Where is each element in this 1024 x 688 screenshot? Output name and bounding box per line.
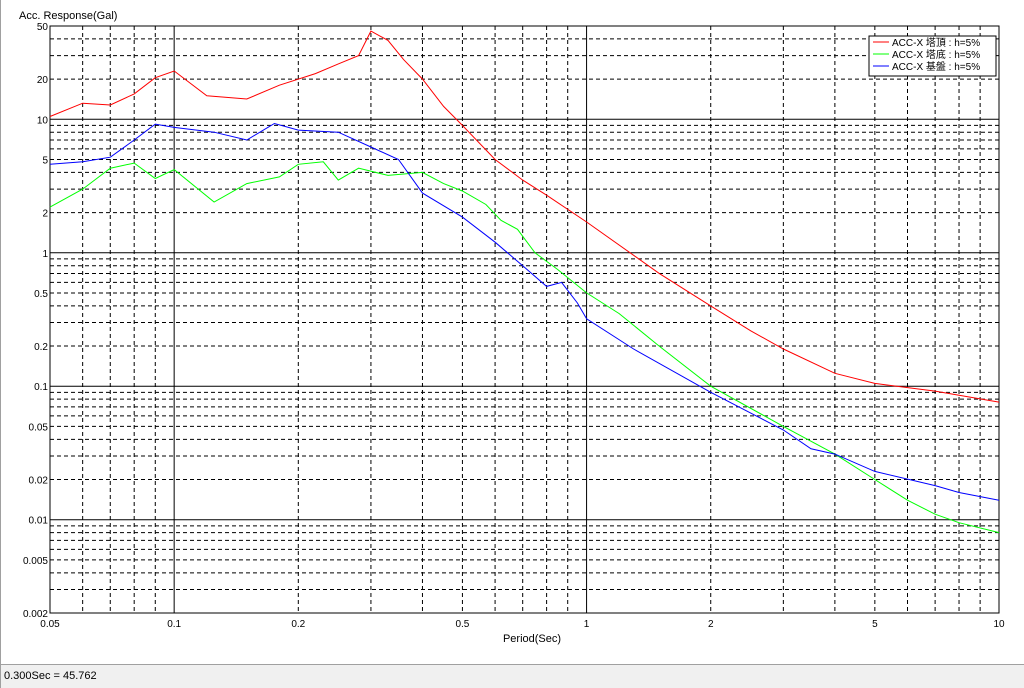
- series-line-1: [49, 30, 1000, 403]
- x-tick-label: 2: [708, 619, 714, 630]
- y-tick-label: 10: [37, 115, 49, 126]
- y-tick-label: 0.5: [34, 289, 48, 300]
- x-tick-label: 10: [993, 619, 1005, 630]
- legend-label-3: ACC-X 基盤 : h=5%: [892, 60, 980, 73]
- series-layer: [49, 30, 1000, 534]
- y-tick-label: 20: [37, 75, 49, 86]
- y-tick-label: 0.02: [29, 476, 49, 487]
- plot-frame: [49, 25, 1000, 614]
- legend-box: [868, 35, 997, 77]
- x-tick-label: 0.05: [40, 619, 60, 630]
- x-tick-label: 5: [872, 619, 878, 630]
- x-tick-label: 0.2: [291, 619, 305, 630]
- status-readout: 0.300Sec = 45.762: [4, 670, 97, 682]
- series-line-3: [49, 122, 1000, 501]
- x-tick-label: 0.1: [167, 619, 181, 630]
- legend-label-2: ACC-X 塔底 : h=5%: [892, 48, 980, 61]
- y-tick-label: 2: [42, 209, 48, 220]
- y-tick-label: 0.005: [23, 556, 48, 567]
- grid-layer: [49, 25, 1000, 614]
- status-bar: 0.300Sec = 45.762: [1, 664, 1024, 688]
- y-tick-label: 1: [42, 249, 48, 260]
- axis-layer: Acc. Response(Gal) Period(Sec) 0.05 0.1 0.…: [19, 10, 1005, 645]
- legend: ACC-X 塔頂 : h=5%ACC-X 塔底 : h=5%ACC-X 基盤 :…: [868, 35, 997, 77]
- y-tick-label: 5: [42, 155, 48, 166]
- legend-label-1: ACC-X 塔頂 : h=5%: [892, 36, 980, 49]
- x-tick-label: 0.5: [455, 619, 469, 630]
- y-tick-label: 50: [37, 22, 49, 33]
- series-line-2: [49, 161, 1000, 534]
- y-tick-label: 0.05: [29, 422, 49, 433]
- y-tick-label: 0.1: [34, 382, 48, 393]
- x-tick-label: 1: [584, 619, 590, 630]
- y-tick-label: 0.01: [29, 516, 49, 527]
- x-axis-label: Period(Sec): [503, 633, 561, 645]
- y-axis-label: Acc. Response(Gal): [19, 10, 117, 22]
- y-tick-label: 0.2: [34, 342, 48, 353]
- y-tick-label: 0.002: [23, 609, 48, 620]
- response-spectrum-chart: Acc. Response(Gal) Period(Sec) 0.05 0.1 0.…: [19, 10, 1005, 645]
